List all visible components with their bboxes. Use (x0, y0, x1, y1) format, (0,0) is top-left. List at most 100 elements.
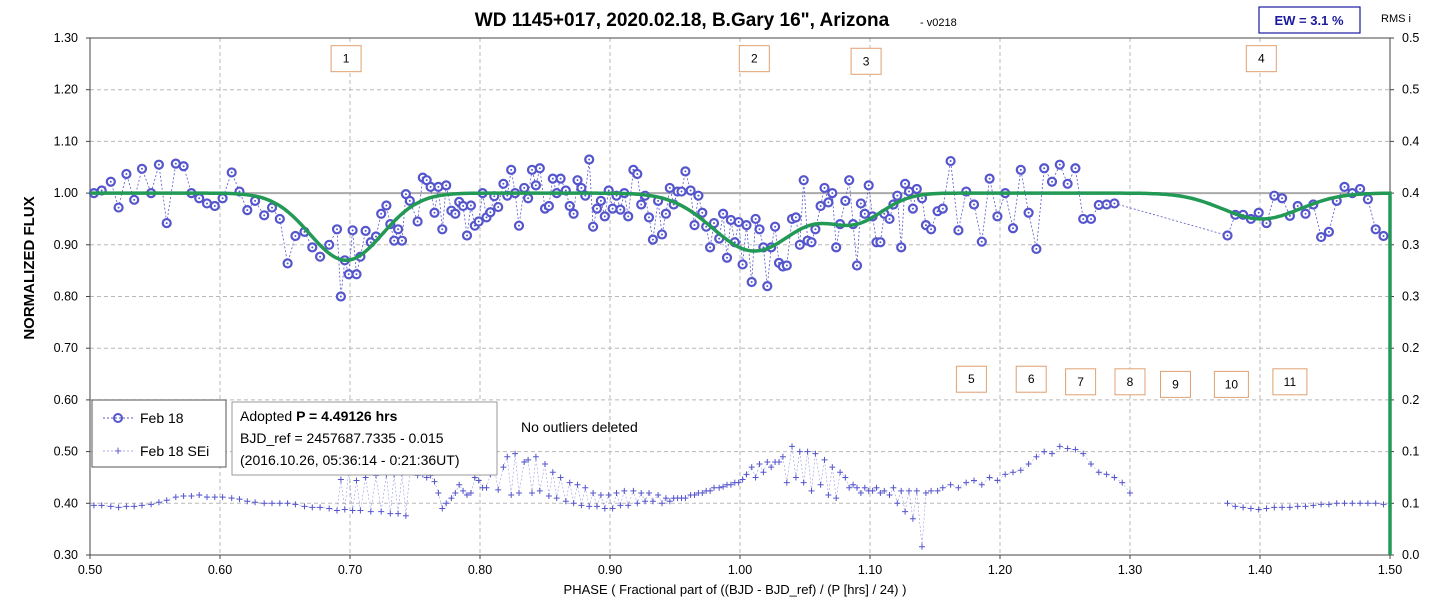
series2-point (906, 487, 912, 494)
series2-point (1263, 505, 1270, 512)
series1-point-center (863, 212, 866, 215)
series2-point (756, 461, 763, 468)
series1-point-center (636, 172, 639, 175)
series2-point (720, 483, 727, 490)
series2-point (779, 453, 786, 460)
series1-point-center (1090, 217, 1092, 220)
series1-point-center (758, 228, 761, 231)
series1-point-center (754, 217, 757, 220)
series1-point-center (615, 194, 618, 197)
series2-point (873, 484, 880, 491)
series2-point (1271, 504, 1278, 511)
event-marker-label: 8 (1127, 375, 1134, 389)
series2-point (922, 489, 929, 496)
series2-point (204, 494, 210, 501)
y-tick-label: 1.10 (54, 134, 78, 148)
series2-point (919, 543, 925, 550)
series2-point (752, 474, 759, 481)
series2-point (1372, 500, 1379, 507)
series2-point (435, 489, 442, 496)
series1-point-center (737, 221, 740, 224)
series2-point (123, 503, 130, 510)
series2-point (586, 503, 593, 510)
event-markers: 1 2 3 4 5 6 7 8 9 10 11 (330, 45, 1308, 398)
event-marker-box (1015, 365, 1047, 393)
y-axis-ticks: 0.30 0.40 0.50 0.60 0.70 0.80 0.90 1.00 1.10 1.20… (54, 31, 90, 562)
series1-point-center (1012, 227, 1014, 230)
series1-point-center (584, 194, 587, 197)
series1-point-center (859, 202, 862, 205)
series2-point (1111, 474, 1118, 481)
series2-point (796, 448, 803, 455)
series2-point (634, 500, 641, 507)
series1-point-center (607, 189, 610, 192)
series2-point (1364, 500, 1371, 507)
series2-point (353, 477, 360, 484)
series2-point (846, 484, 853, 491)
series2-point (269, 500, 275, 507)
series2-point (913, 487, 920, 494)
series1-point-center (996, 215, 999, 218)
info-period: P = 4.49126 hrs (296, 408, 398, 424)
series1-point-center (848, 179, 851, 182)
info-line1-prefix: Adopted (240, 408, 296, 424)
series1-point-center (949, 160, 952, 163)
series1-point-center (393, 239, 396, 242)
series1-point-center (705, 225, 708, 228)
series2-point (448, 495, 455, 502)
series1-point-center (1288, 214, 1291, 217)
series1-point-center (1304, 212, 1307, 215)
series1-point-center (286, 262, 289, 265)
series2-point (536, 487, 543, 494)
series1-point-center (588, 158, 591, 161)
y2-tick-label: 0.4 (1402, 134, 1419, 148)
series1-point-center (713, 222, 715, 225)
event-marker-box (738, 45, 770, 73)
series1-point-center (911, 207, 914, 210)
series1-point-center (246, 209, 249, 212)
series2-point (743, 471, 750, 478)
series1-point-center (1374, 228, 1377, 231)
series1-point-center (879, 241, 882, 244)
series1-point-center (580, 186, 583, 189)
series1-point-center (709, 246, 712, 249)
series2-point (1302, 503, 1309, 510)
event-marker-box (1245, 45, 1277, 73)
series2-point (431, 478, 438, 485)
series2-point (557, 474, 564, 481)
series1-point-center (429, 185, 432, 188)
series2-point (500, 464, 507, 471)
series2-point (521, 458, 528, 465)
series2-point (549, 469, 556, 476)
series2-point (804, 448, 811, 455)
series1-point-center (485, 216, 488, 219)
series2-point (261, 500, 268, 507)
series1-point-center (1296, 205, 1299, 208)
series2-point (1025, 461, 1032, 468)
series2-point (131, 503, 138, 510)
ew-label: EW = 3.1 % (1275, 13, 1344, 28)
outliers-note: No outliers deleted (521, 419, 638, 435)
series1-point-center (351, 229, 354, 232)
event-marker-label: 9 (1172, 377, 1179, 391)
series2-point (789, 443, 795, 450)
series1-point-center (701, 211, 704, 214)
series2-point (613, 489, 620, 496)
series2-point (341, 506, 348, 513)
series1-point-center (592, 225, 595, 228)
series1-point-center (888, 217, 891, 220)
series1-point-center (814, 228, 817, 231)
series1-point-center (336, 228, 338, 231)
series2-point (252, 499, 259, 506)
series2-point (532, 453, 539, 460)
series2-point (869, 487, 876, 494)
series2-point (1286, 504, 1293, 511)
series2-point (219, 494, 226, 501)
series2-point (367, 508, 374, 515)
series1-point-center (689, 189, 692, 192)
series1-point-center (640, 203, 643, 206)
series2-point (456, 481, 463, 488)
series1-point-center (100, 189, 103, 192)
series1-point-center (930, 228, 933, 231)
series2-point (570, 500, 577, 507)
